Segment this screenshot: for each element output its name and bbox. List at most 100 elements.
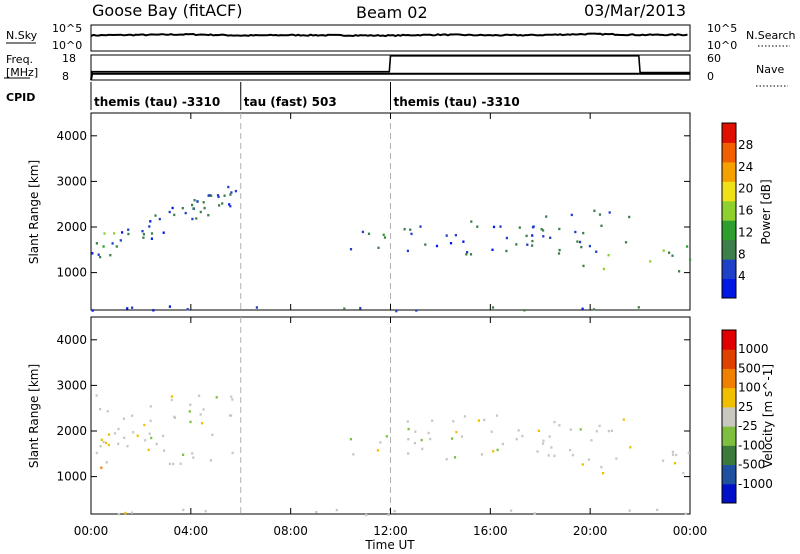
noise-left-tick-bottom: 10^0 bbox=[52, 39, 82, 52]
echo-cell bbox=[162, 231, 165, 234]
echo-cell bbox=[558, 227, 561, 231]
colorbar-tick-label: 100 bbox=[738, 381, 761, 395]
freq-line bbox=[90, 72, 690, 81]
echo-cell bbox=[510, 509, 513, 512]
echo-cell bbox=[127, 232, 130, 236]
echo-cell bbox=[427, 431, 430, 435]
echo-cell bbox=[234, 189, 237, 193]
echo-cell bbox=[553, 454, 556, 458]
colorbar-swatch bbox=[722, 278, 736, 299]
echo-cell bbox=[202, 201, 205, 204]
y-tick-label: 4000 bbox=[56, 333, 87, 347]
echo-cell bbox=[149, 405, 152, 408]
echo-cell bbox=[393, 509, 396, 513]
echo-cell bbox=[553, 420, 556, 424]
echo-cell bbox=[542, 439, 545, 442]
echo-cell bbox=[171, 206, 174, 210]
echo-cell bbox=[483, 418, 486, 422]
velocity-y-label: Slant Range [km] bbox=[27, 364, 41, 468]
echo-cell bbox=[132, 431, 135, 434]
echo-cell bbox=[204, 510, 207, 513]
echo-cell bbox=[216, 194, 220, 197]
echo-cell bbox=[492, 450, 495, 453]
echo-cell bbox=[211, 433, 214, 436]
echo-cell bbox=[682, 471, 685, 475]
echo-cell bbox=[95, 394, 98, 397]
echo-cell bbox=[142, 236, 145, 239]
echo-cell bbox=[536, 450, 539, 453]
echo-cell bbox=[100, 466, 103, 469]
y-tick-label: 4000 bbox=[56, 129, 87, 143]
echo-cell bbox=[359, 307, 362, 310]
echo-cell bbox=[590, 439, 593, 442]
echo-cell bbox=[203, 206, 206, 210]
echo-cell bbox=[117, 513, 120, 516]
echo-cell bbox=[223, 194, 226, 197]
cpid-segment-label: themis (tau) -3310 bbox=[394, 95, 520, 109]
x-tick-label: 00:00 bbox=[74, 524, 109, 538]
cpid-segment-label: tau (fast) 503 bbox=[244, 95, 337, 109]
velocity-colorbar-label: Velocity [m s^-1] bbox=[761, 364, 775, 468]
echo-cell bbox=[168, 305, 171, 308]
echo-cell bbox=[395, 309, 398, 313]
echo-cell bbox=[580, 245, 583, 249]
echo-cell bbox=[229, 205, 232, 208]
echo-cell bbox=[218, 204, 221, 207]
power-colorbar: 28 24 20 16 12 8 4 bbox=[721, 122, 753, 299]
echo-cell bbox=[581, 307, 584, 310]
echo-cell bbox=[221, 202, 224, 205]
echo-cell bbox=[476, 225, 479, 228]
echo-cell bbox=[102, 440, 105, 444]
colorbar-tick-label: -1000 bbox=[738, 477, 773, 491]
echo-cell bbox=[491, 306, 495, 309]
echo-cell bbox=[186, 308, 189, 311]
echo-cell bbox=[662, 249, 665, 252]
echo-cell bbox=[558, 424, 561, 427]
echo-cell bbox=[569, 448, 572, 452]
x-tick-label: 20:00 bbox=[573, 524, 608, 538]
echo-cell bbox=[100, 438, 103, 441]
echo-cell bbox=[574, 230, 577, 234]
echo-cell bbox=[656, 508, 659, 512]
echo-cell bbox=[231, 398, 234, 401]
echo-cell bbox=[111, 242, 114, 245]
freq-right-label: Nave bbox=[756, 63, 784, 76]
echo-cell bbox=[515, 243, 518, 246]
echo-cell bbox=[602, 472, 605, 475]
echo-cell bbox=[531, 239, 534, 243]
echo-cell bbox=[533, 512, 536, 515]
echo-cell bbox=[453, 456, 457, 459]
nave-line bbox=[90, 55, 690, 79]
echo-cell bbox=[199, 413, 202, 416]
echo-cell bbox=[141, 230, 144, 233]
echo-cell bbox=[127, 228, 130, 231]
echo-cell bbox=[541, 442, 545, 445]
echo-cell bbox=[343, 307, 346, 310]
echo-cell bbox=[173, 213, 176, 217]
echo-cell bbox=[154, 214, 157, 217]
echo-cell bbox=[491, 248, 494, 251]
freq-left-label-1: Freq. bbox=[6, 53, 33, 66]
echo-cell bbox=[122, 417, 125, 420]
echo-cell bbox=[531, 244, 534, 247]
echo-cell bbox=[455, 430, 458, 434]
echo-cell bbox=[540, 228, 543, 231]
echo-cell bbox=[113, 432, 117, 435]
echo-cell bbox=[382, 233, 385, 236]
echo-cell bbox=[126, 307, 129, 310]
echo-cell bbox=[452, 420, 455, 423]
echo-cell bbox=[525, 234, 528, 238]
power-panel-frame bbox=[90, 112, 691, 311]
station-title: Goose Bay (fitACF) bbox=[92, 1, 242, 20]
echo-cell bbox=[117, 427, 120, 431]
echo-cell bbox=[649, 260, 652, 263]
echo-cell bbox=[671, 453, 675, 456]
colorbar-frame bbox=[721, 122, 737, 299]
echo-cell bbox=[598, 213, 602, 216]
echo-cell bbox=[600, 224, 603, 227]
echo-cell bbox=[383, 236, 387, 239]
echo-cell bbox=[518, 226, 521, 229]
echo-cell bbox=[182, 508, 185, 512]
echo-cell bbox=[435, 244, 439, 248]
